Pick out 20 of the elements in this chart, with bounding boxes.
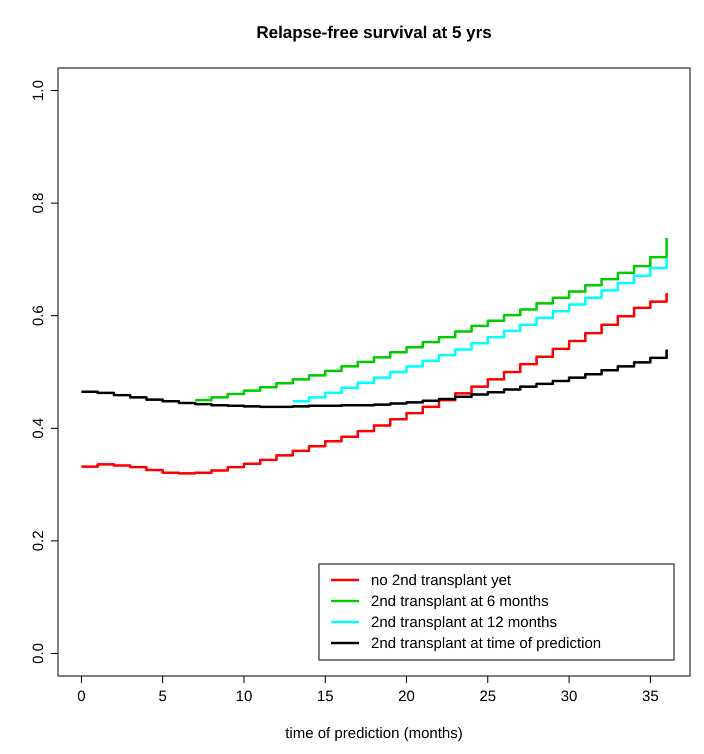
- x-tick-label: 20: [398, 688, 415, 705]
- x-axis-title: time of prediction (months): [285, 725, 463, 742]
- x-tick-label: 25: [479, 688, 496, 705]
- legend-label: 2nd transplant at time of prediction: [371, 635, 602, 652]
- y-tick-label: 0.0: [30, 643, 47, 664]
- legend-label: 2nd transplant at 12 months: [371, 614, 557, 631]
- x-tick-label: 15: [316, 688, 334, 705]
- y-tick-label: 0.6: [30, 305, 47, 326]
- x-tick-label: 35: [642, 688, 659, 705]
- y-tick-label: 0.4: [30, 418, 47, 439]
- y-tick-label: 0.8: [30, 192, 47, 214]
- x-tick-label: 0: [77, 688, 86, 705]
- x-tick-label: 30: [560, 688, 578, 705]
- chart-title: Relapse-free survival at 5 yrs: [256, 23, 492, 42]
- x-tick-label: 5: [158, 688, 167, 705]
- y-tick-label: 0.2: [30, 530, 47, 552]
- y-tick-label: 1.0: [30, 80, 47, 101]
- x-tick-label: 10: [236, 688, 252, 705]
- legend-label: 2nd transplant at 6 months: [371, 593, 549, 610]
- legend-label: no 2nd transplant yet: [371, 572, 512, 589]
